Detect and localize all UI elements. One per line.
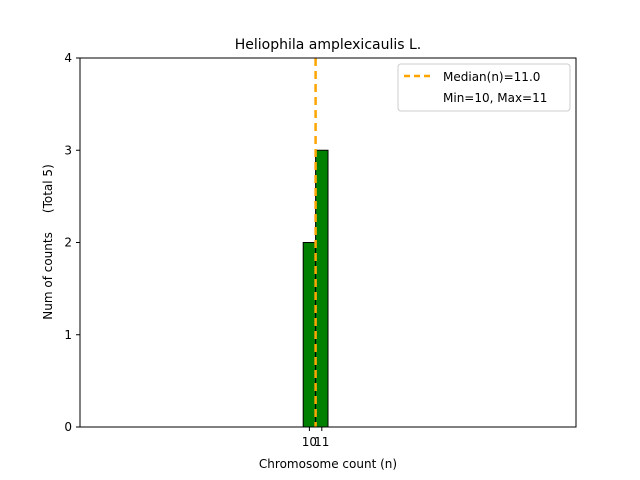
x-tick-label: 10 (302, 435, 317, 449)
legend: Median(n)=11.0 Min=10, Max=11 (397, 63, 571, 112)
legend-median-label: Median(n)=11.0 (443, 70, 540, 84)
bar-10 (302, 242, 317, 428)
legend-frame (397, 63, 571, 112)
y-axis-label: Num of counts (Total 5) (41, 164, 55, 319)
y-tick-label: 2 (64, 236, 72, 250)
x-tick-label: 11 (314, 435, 329, 449)
bars-group (302, 149, 329, 428)
y-tick-label: 1 (64, 328, 72, 342)
chart-title: Heliophila amplexicaulis L. (235, 37, 422, 53)
legend-range-label: Min=10, Max=11 (443, 91, 547, 105)
y-axis: 0 1 2 3 4 (64, 51, 80, 434)
x-axis-label: Chromosome count (n) (259, 457, 397, 471)
bar-11 (315, 149, 329, 428)
y-tick-label: 0 (64, 420, 72, 434)
y-tick-label: 3 (64, 143, 72, 157)
y-tick-label: 4 (64, 51, 72, 65)
